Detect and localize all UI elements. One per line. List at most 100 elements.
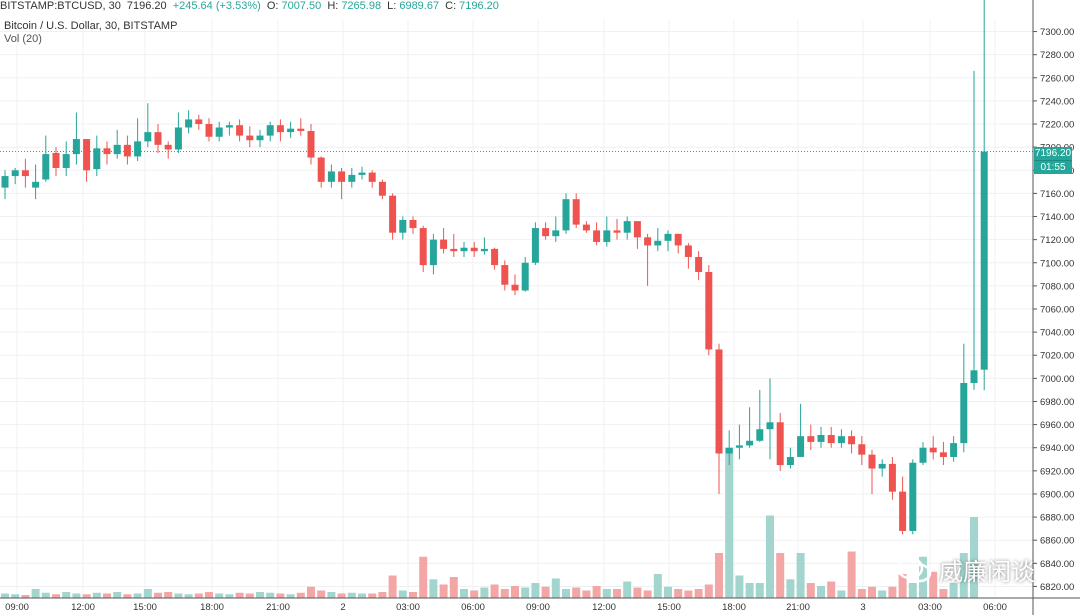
volume-bar [460,589,468,598]
candle [327,164,335,188]
volume-bar [92,592,101,598]
chart-grid [0,20,1033,598]
volume-bar [725,448,734,598]
volume-bar [307,586,315,598]
volume-bar [602,589,611,598]
high-key: H: [327,0,339,12]
time-tick-label: 12:00 [592,602,616,613]
candle-body [113,144,121,155]
volume-bar [276,593,285,598]
candle-body [205,124,213,137]
candle [644,233,652,286]
volume-bar [409,592,417,598]
candle [807,424,815,451]
time-tick-label: 21:00 [786,602,810,613]
candle [450,233,458,257]
candle-body [215,127,223,137]
candle [276,119,284,142]
close-key: C: [445,0,457,12]
volume-bar [470,590,479,598]
volume-bar [286,594,295,598]
candle [909,459,917,535]
change-label: +245.64 (+3.53%) [172,0,261,12]
candle [888,456,896,500]
candle [868,450,876,494]
candle [93,135,101,177]
volume-bar [225,594,234,598]
volume-indicator-label[interactable]: Vol (20) [4,33,42,45]
volume-bar [154,592,162,598]
volume-bar [521,587,530,598]
candle [766,378,774,460]
candle [705,265,713,356]
high-value: 7265.98 [341,0,382,12]
volume-bar [949,583,958,598]
candle [552,216,560,242]
candle-body [735,445,743,448]
volume-bar [868,586,876,598]
candle [664,230,672,252]
candle [491,247,499,270]
candle-body [572,199,580,225]
candle-body [613,230,621,233]
candle-body [776,422,784,466]
volume-bar [358,593,366,598]
time-tick-label: 03:00 [396,602,420,613]
instrument-title: Bitcoin / U.S. Dollar, 30, BITSTAMP [4,20,178,32]
candle [409,216,417,234]
price-tick-label: 7260.00 [1040,73,1074,84]
candle-body [11,170,19,177]
candle-body [256,135,264,141]
volume-bar [562,589,570,598]
candle-body [368,172,376,182]
volume-bar [837,590,846,598]
volume-bar [857,589,866,598]
candle [572,193,580,229]
candle-body [868,454,876,469]
candle-body [134,141,142,157]
volume-bar [704,584,713,598]
candle [256,129,264,148]
time-tick-label: 3 [860,602,865,613]
low-key: L: [387,0,397,12]
candle [307,124,315,165]
candle [174,112,182,153]
volume-bar [82,594,91,598]
volume-bar [205,592,213,598]
candle [980,0,988,391]
volume-bars [1,448,978,598]
volume-bar [296,592,305,598]
volume-bar [755,583,764,598]
volume-bar [919,556,927,598]
volume-bar [939,589,948,598]
candle-body [899,491,907,531]
price-tick-label: 7220.00 [1040,120,1074,131]
price-axis[interactable]: 6820.00 6840.00 6860.00 6880.00 6900.00 6920.… [1033,27,1074,593]
candle-body [52,152,60,168]
volume-bar [143,589,152,598]
price-tick-label: 7300.00 [1040,27,1074,38]
volume-bar [796,553,805,598]
candle-body [409,219,417,229]
candle-body [827,435,835,444]
candle-body [756,429,764,441]
candle-body [786,456,794,466]
open-value: 7007.50 [281,0,322,12]
candle [797,403,805,457]
candle [470,241,478,257]
price-tick-label: 7160.00 [1040,189,1074,200]
time-tick-label: 03:00 [918,602,942,613]
volume-bar [970,517,978,598]
candle-body [225,125,233,128]
candle [134,118,142,162]
time-axis[interactable]: 09:00 12:00 15:00 18:00 21:00 2 03:00 06:00 09:0… [5,602,1007,613]
candle-body [593,230,601,242]
candle-body [287,128,295,133]
symbol-label: BITSTAMP:BTCUSD, 30 [0,0,121,12]
volume-bar [235,592,244,598]
candle [358,166,366,180]
time-tick-label: 09:00 [5,602,29,613]
candle [817,426,825,448]
candle-body [389,195,397,233]
